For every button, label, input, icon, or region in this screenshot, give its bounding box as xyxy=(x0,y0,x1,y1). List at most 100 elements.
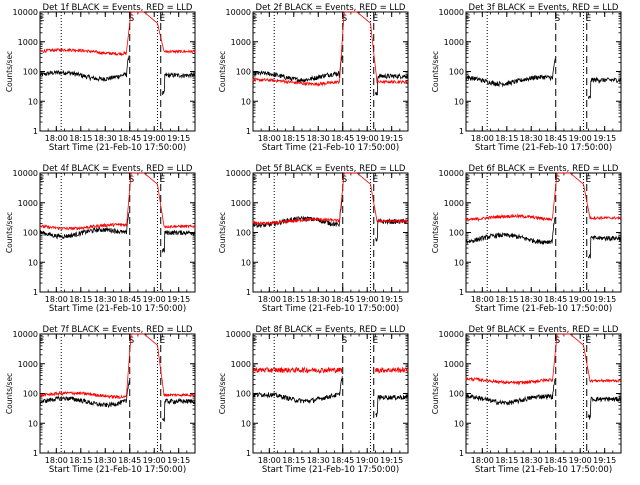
marker-label: E xyxy=(373,175,379,185)
marker-label: E xyxy=(586,175,592,185)
marker-label: S xyxy=(555,175,561,185)
x-tick-label: 18:30 xyxy=(307,134,330,143)
marker-label: S xyxy=(129,14,135,24)
y-tick-label: 100 xyxy=(449,229,464,238)
x-tick-label: 18:30 xyxy=(520,456,543,465)
marker-label: E xyxy=(465,336,471,346)
x-tick-label: 18:15 xyxy=(282,134,305,143)
y-tick-label: 10000 xyxy=(439,169,464,178)
lld-series-line xyxy=(252,11,409,87)
marker-label: E xyxy=(465,14,471,24)
y-tick-label: 1000 xyxy=(231,199,251,208)
marker-label: E xyxy=(39,175,45,185)
panel-title: Det 3f BLACK = Events, RED = LLD xyxy=(469,3,619,13)
x-tick-label: 19:15 xyxy=(380,134,403,143)
x-axis-label: Start Time (21-Feb-10 17:50:00) xyxy=(49,304,186,314)
events-series-line xyxy=(39,380,130,409)
events-series-line xyxy=(465,217,556,245)
marker-label: E xyxy=(39,336,45,346)
y-tick-label: 1 xyxy=(246,127,251,136)
x-tick-label: 19:00 xyxy=(356,134,379,143)
events-series-line xyxy=(39,55,130,83)
x-tick-label: 18:15 xyxy=(495,134,518,143)
events-series-line xyxy=(588,76,622,99)
panel-title: Det 2f BLACK = Events, RED = LLD xyxy=(256,3,406,13)
y-tick-label: 1000 xyxy=(18,38,38,47)
plot-frame xyxy=(252,172,409,293)
y-tick-label: 10 xyxy=(454,258,464,267)
lld-series-line xyxy=(375,366,409,375)
x-tick-label: 18:15 xyxy=(69,295,92,304)
events-series-line xyxy=(39,212,130,240)
y-tick-label: 1000 xyxy=(444,360,464,369)
x-axis-label: Start Time (21-Feb-10 17:50:00) xyxy=(49,465,186,475)
detector-panel-1: Det 1f BLACK = Events, RED = LLD 1 10 100 10… xyxy=(5,3,196,153)
y-axis-label: Counts/sec xyxy=(5,212,14,253)
marker-label: E xyxy=(373,336,379,346)
marker-label: E xyxy=(160,175,166,185)
panel-title: Det 8f BLACK = Events, RED = LLD xyxy=(256,325,406,335)
marker-label: E xyxy=(586,14,592,24)
x-tick-label: 18:00 xyxy=(45,456,68,465)
x-tick-label: 18:00 xyxy=(45,134,68,143)
y-tick-label: 100 xyxy=(236,68,251,77)
y-tick-label: 10000 xyxy=(439,330,464,339)
lld-series-line xyxy=(465,172,622,222)
x-tick-label: 19:00 xyxy=(356,456,379,465)
x-tick-label: 19:15 xyxy=(593,456,616,465)
detector-panel-9: Det 9f BLACK = Events, RED = LLD 1 10 100 10… xyxy=(431,325,622,475)
marker-label: S xyxy=(555,14,561,24)
plot-frame xyxy=(465,172,622,293)
y-axis-label: Counts/sec xyxy=(5,51,14,92)
x-tick-label: 19:15 xyxy=(380,295,403,304)
y-tick-label: 1 xyxy=(246,288,251,297)
x-tick-label: 19:15 xyxy=(167,134,190,143)
y-tick-label: 100 xyxy=(449,390,464,399)
x-tick-label: 18:15 xyxy=(282,456,305,465)
y-axis-label: Counts/sec xyxy=(431,51,440,92)
y-tick-label: 1000 xyxy=(231,360,251,369)
y-tick-label: 10000 xyxy=(13,8,38,17)
plot-frame xyxy=(465,11,622,132)
marker-label: S xyxy=(129,175,135,185)
marker-label: S xyxy=(342,336,348,346)
y-tick-label: 100 xyxy=(23,68,38,77)
x-tick-label: 18:15 xyxy=(69,456,92,465)
marker-label: E xyxy=(465,175,471,185)
x-tick-label: 19:15 xyxy=(593,134,616,143)
x-axis-label: Start Time (21-Feb-10 17:50:00) xyxy=(475,143,612,153)
detector-panel-4: Det 4f BLACK = Events, RED = LLD 1 10 100 10… xyxy=(5,164,196,314)
events-series-line xyxy=(375,394,409,418)
x-tick-label: 18:30 xyxy=(94,456,117,465)
events-series-line xyxy=(375,73,409,96)
y-tick-label: 10 xyxy=(454,419,464,428)
marker-label: S xyxy=(342,175,348,185)
marker-label: E xyxy=(586,336,592,346)
x-tick-label: 18:45 xyxy=(118,134,141,143)
events-series-line xyxy=(465,58,556,88)
y-tick-label: 1 xyxy=(33,449,38,458)
y-tick-label: 10000 xyxy=(13,330,38,339)
x-tick-label: 19:00 xyxy=(143,134,166,143)
events-series-line xyxy=(162,71,196,95)
y-tick-label: 1 xyxy=(246,449,251,458)
marker-label: S xyxy=(129,336,135,346)
events-series-line xyxy=(162,397,196,422)
y-tick-label: 1000 xyxy=(18,199,38,208)
x-tick-label: 18:30 xyxy=(94,295,117,304)
x-axis-label: Start Time (21-Feb-10 17:50:00) xyxy=(262,304,399,314)
x-tick-label: 18:30 xyxy=(307,456,330,465)
x-tick-label: 18:45 xyxy=(331,295,354,304)
detector-panel-8: Det 8f BLACK = Events, RED = LLD 1 10 100 10… xyxy=(218,325,409,475)
y-tick-label: 100 xyxy=(236,390,251,399)
detector-panel-5: Det 5f BLACK = Events, RED = LLD 1 10 100 10… xyxy=(218,164,409,314)
lld-series-line xyxy=(252,366,343,375)
x-tick-label: 18:15 xyxy=(495,456,518,465)
x-tick-label: 18:00 xyxy=(471,134,494,143)
x-tick-label: 18:45 xyxy=(331,456,354,465)
events-series-line xyxy=(375,217,409,242)
marker-label: E xyxy=(252,175,258,185)
x-tick-label: 19:00 xyxy=(143,295,166,304)
